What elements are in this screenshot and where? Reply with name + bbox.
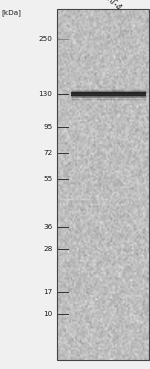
Text: 130: 130 xyxy=(39,91,52,97)
Text: 95: 95 xyxy=(43,124,52,130)
Text: 36: 36 xyxy=(43,224,52,230)
Bar xyxy=(57,9,148,360)
Text: 28: 28 xyxy=(43,246,52,252)
Bar xyxy=(57,9,148,360)
Text: 10: 10 xyxy=(43,311,52,317)
Text: 17: 17 xyxy=(43,289,52,294)
Text: 72: 72 xyxy=(43,150,52,156)
Text: 55: 55 xyxy=(43,176,52,182)
Text: 250: 250 xyxy=(39,36,52,42)
Text: RT-4: RT-4 xyxy=(103,0,122,13)
Text: [kDa]: [kDa] xyxy=(2,9,21,16)
